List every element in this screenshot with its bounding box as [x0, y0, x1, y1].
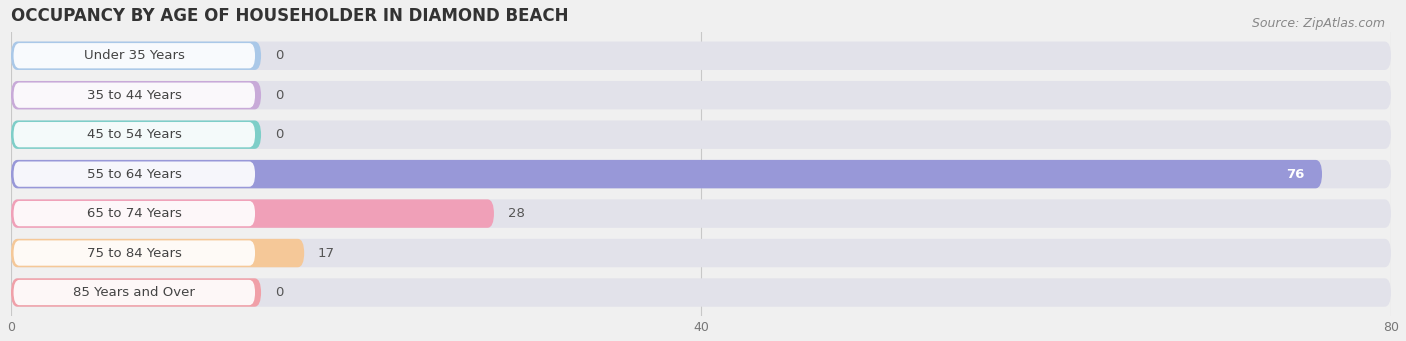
FancyBboxPatch shape	[11, 160, 1391, 188]
Text: Under 35 Years: Under 35 Years	[84, 49, 184, 62]
FancyBboxPatch shape	[11, 239, 1391, 267]
FancyBboxPatch shape	[11, 120, 1391, 149]
Text: 0: 0	[276, 286, 283, 299]
FancyBboxPatch shape	[11, 239, 304, 267]
FancyBboxPatch shape	[14, 162, 254, 187]
Text: 65 to 74 Years: 65 to 74 Years	[87, 207, 181, 220]
Text: 35 to 44 Years: 35 to 44 Years	[87, 89, 181, 102]
Text: 76: 76	[1286, 168, 1305, 181]
FancyBboxPatch shape	[14, 201, 254, 226]
FancyBboxPatch shape	[11, 278, 1391, 307]
Text: 17: 17	[318, 247, 335, 260]
Text: 28: 28	[508, 207, 524, 220]
FancyBboxPatch shape	[14, 280, 254, 305]
FancyBboxPatch shape	[11, 120, 262, 149]
Text: 75 to 84 Years: 75 to 84 Years	[87, 247, 181, 260]
Text: 0: 0	[276, 89, 283, 102]
Text: 55 to 64 Years: 55 to 64 Years	[87, 168, 181, 181]
FancyBboxPatch shape	[11, 42, 1391, 70]
FancyBboxPatch shape	[11, 278, 262, 307]
FancyBboxPatch shape	[14, 43, 254, 68]
FancyBboxPatch shape	[11, 81, 1391, 109]
Text: 0: 0	[276, 128, 283, 141]
FancyBboxPatch shape	[11, 81, 262, 109]
Text: 45 to 54 Years: 45 to 54 Years	[87, 128, 181, 141]
FancyBboxPatch shape	[14, 240, 254, 266]
Text: 0: 0	[276, 49, 283, 62]
Text: Source: ZipAtlas.com: Source: ZipAtlas.com	[1251, 17, 1385, 30]
FancyBboxPatch shape	[11, 42, 262, 70]
Text: 85 Years and Over: 85 Years and Over	[73, 286, 195, 299]
FancyBboxPatch shape	[11, 199, 1391, 228]
FancyBboxPatch shape	[11, 199, 494, 228]
FancyBboxPatch shape	[14, 83, 254, 108]
FancyBboxPatch shape	[14, 122, 254, 147]
FancyBboxPatch shape	[11, 160, 1322, 188]
Text: OCCUPANCY BY AGE OF HOUSEHOLDER IN DIAMOND BEACH: OCCUPANCY BY AGE OF HOUSEHOLDER IN DIAMO…	[11, 7, 568, 25]
